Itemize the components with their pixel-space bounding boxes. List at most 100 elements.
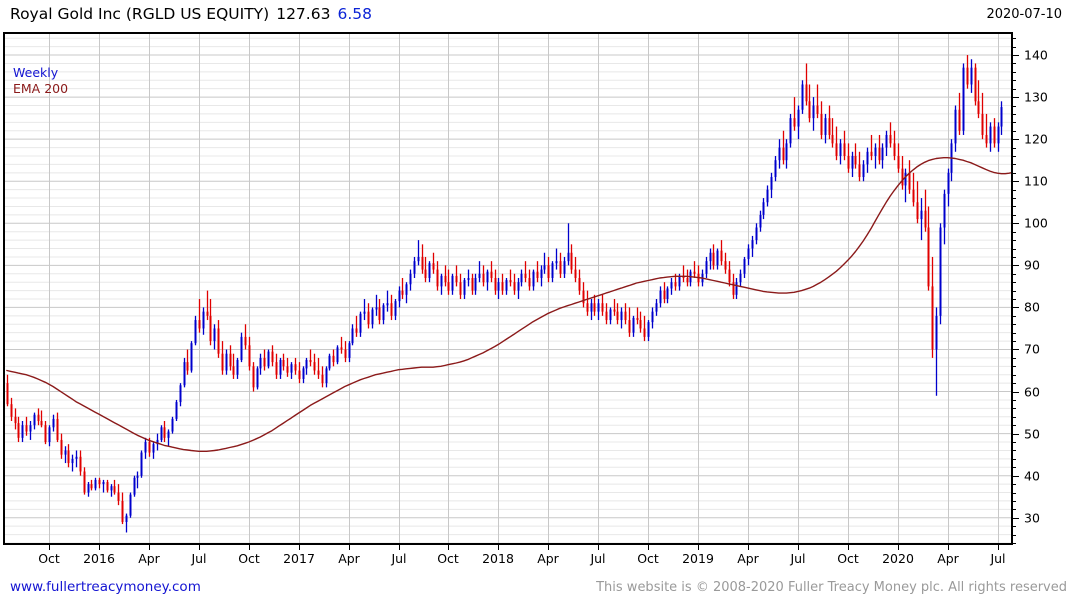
y-tick-minor	[1013, 147, 1016, 149]
copyright-notice: This website is © 2008-2020 Fuller Treac…	[596, 579, 1067, 595]
y-axis-label: 90	[1024, 257, 1040, 273]
y-tick-minor	[1013, 130, 1016, 132]
x-tick-mark	[848, 545, 849, 550]
y-tick-major	[1013, 391, 1019, 393]
x-tick-mark	[349, 545, 350, 550]
x-axis-label: Jul	[191, 551, 207, 566]
y-tick-minor	[1013, 189, 1016, 191]
y-tick-major	[1013, 265, 1019, 267]
x-tick-mark	[199, 545, 200, 550]
x-axis-label: Jul	[590, 551, 606, 566]
vertical-gridlines	[49, 34, 999, 543]
y-tick-minor	[1013, 38, 1016, 40]
y-tick-minor	[1013, 492, 1016, 494]
y-axis-label: 100	[1024, 215, 1048, 231]
x-tick-mark	[948, 545, 949, 550]
x-axis-label: 2016	[83, 551, 115, 566]
y-tick-minor	[1013, 164, 1016, 166]
y-tick-minor	[1013, 88, 1016, 90]
y-tick-minor	[1013, 273, 1016, 275]
x-tick-mark	[448, 545, 449, 550]
y-axis-label: 130	[1024, 89, 1048, 105]
y-tick-minor	[1013, 63, 1016, 65]
x-tick-mark	[998, 545, 999, 550]
y-tick-minor	[1013, 450, 1016, 452]
x-axis-label: Apr	[537, 551, 559, 566]
minor-gridlines	[5, 37, 1011, 543]
y-axis-label: 120	[1024, 131, 1048, 147]
y-tick-major	[1013, 97, 1019, 99]
y-tick-minor	[1013, 240, 1016, 242]
x-axis-label: Apr	[937, 551, 959, 566]
last-price: 127.63	[276, 5, 331, 23]
x-axis-label: Oct	[837, 551, 859, 566]
x-axis-label: Jul	[790, 551, 806, 566]
y-tick-minor	[1013, 543, 1016, 544]
y-tick-minor	[1013, 299, 1016, 301]
y-tick-minor	[1013, 172, 1016, 174]
x-axis-label: Oct	[238, 551, 260, 566]
y-tick-minor	[1013, 341, 1016, 343]
chart-plot-area[interactable]: Weekly EMA 200	[3, 32, 1013, 545]
x-axis-label: 2018	[482, 551, 514, 566]
y-axis-label: 110	[1024, 173, 1048, 189]
x-axis-label: Apr	[737, 551, 759, 566]
y-tick-minor	[1013, 408, 1016, 410]
x-tick-mark	[498, 545, 499, 550]
y-axis-label: 30	[1024, 510, 1040, 526]
x-tick-mark	[99, 545, 100, 550]
y-tick-minor	[1013, 374, 1016, 376]
x-tick-mark	[898, 545, 899, 550]
major-gridlines	[5, 54, 1011, 519]
y-tick-minor	[1013, 282, 1016, 284]
y-tick-major	[1013, 307, 1019, 309]
x-tick-mark	[748, 545, 749, 550]
y-tick-minor	[1013, 484, 1016, 486]
x-axis-label: 2017	[283, 551, 315, 566]
y-tick-minor	[1013, 332, 1016, 334]
instrument-title: Royal Gold Inc (RGLD US EQUITY)	[10, 5, 270, 23]
y-tick-minor	[1013, 425, 1016, 427]
y-tick-minor	[1013, 122, 1016, 124]
y-axis-label: 40	[1024, 468, 1040, 484]
x-tick-mark	[548, 545, 549, 550]
plot-canvas[interactable]	[3, 32, 1013, 545]
y-tick-minor	[1013, 46, 1016, 48]
y-tick-minor	[1013, 467, 1016, 469]
y-axis-label: 80	[1024, 299, 1040, 315]
y-tick-minor	[1013, 366, 1016, 368]
y-tick-minor	[1013, 290, 1016, 292]
candlestick-svg	[5, 34, 1011, 543]
chart-date: 2020-07-10	[986, 6, 1062, 22]
x-tick-mark	[149, 545, 150, 550]
chart-header: Royal Gold Inc (RGLD US EQUITY) 127.63 6…	[0, 0, 1075, 28]
y-tick-minor	[1013, 80, 1016, 82]
y-tick-minor	[1013, 71, 1016, 73]
x-axis: Oct 2016 Apr Jul Oct 2017 Apr Jul Oct 2018 Apr Jul O…	[3, 545, 1013, 572]
y-axis-label: 70	[1024, 341, 1040, 357]
x-axis-label: Apr	[138, 551, 160, 566]
x-tick-mark	[249, 545, 250, 550]
x-tick-mark	[49, 545, 50, 550]
y-tick-minor	[1013, 113, 1016, 115]
y-tick-minor	[1013, 198, 1016, 200]
y-tick-major	[1013, 55, 1019, 57]
y-tick-minor	[1013, 256, 1016, 258]
y-tick-major	[1013, 181, 1019, 183]
x-axis-label: Jul	[990, 551, 1006, 566]
y-tick-minor	[1013, 383, 1016, 385]
y-tick-major	[1013, 223, 1019, 225]
y-tick-major	[1013, 433, 1019, 435]
site-url[interactable]: www.fullertreacymoney.com	[10, 579, 201, 595]
x-axis-label: 2020	[882, 551, 914, 566]
y-tick-minor	[1013, 324, 1016, 326]
x-tick-mark	[598, 545, 599, 550]
y-tick-major	[1013, 349, 1019, 351]
price-change: 6.58	[337, 5, 372, 23]
y-tick-minor	[1013, 442, 1016, 444]
y-tick-minor	[1013, 315, 1016, 317]
y-axis-label: 140	[1024, 47, 1048, 63]
y-tick-minor	[1013, 509, 1016, 511]
y-tick-major	[1013, 517, 1019, 519]
